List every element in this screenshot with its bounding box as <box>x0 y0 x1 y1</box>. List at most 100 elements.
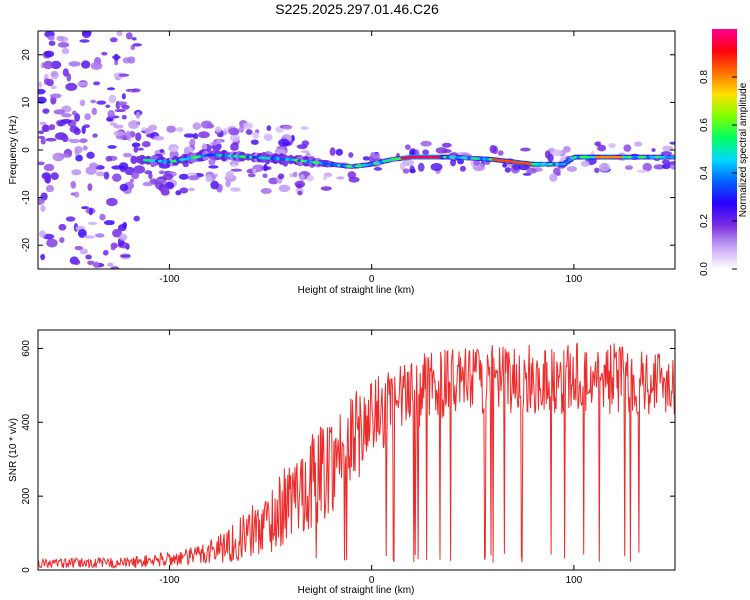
spectrogram-cell <box>129 178 135 183</box>
spectrogram-cell <box>87 260 95 266</box>
snr-y-tick-label: 200 <box>21 487 32 504</box>
spectrogram-cell <box>148 172 153 180</box>
spectrogram-cell <box>86 151 95 159</box>
spectrogram-cell <box>71 169 82 176</box>
spectrogram-cell <box>266 125 272 131</box>
spectrogram-y-tick-label: 10 <box>21 96 32 108</box>
signal-track-core <box>567 158 573 162</box>
spectrogram-cell <box>61 113 72 118</box>
spectrogram-cell <box>95 171 105 177</box>
spectrogram-cell <box>597 144 607 152</box>
spectrogram-cell <box>60 118 72 124</box>
spectrogram-cell <box>290 134 295 142</box>
spectrogram-cell <box>192 133 199 140</box>
spectrogram-cell <box>56 35 65 42</box>
spectrogram-cell <box>125 130 131 140</box>
spectrogram-cell <box>110 266 120 269</box>
spectrogram-cell <box>44 175 51 184</box>
spectrogram-cell <box>105 104 111 108</box>
spectrogram-cell <box>74 146 83 154</box>
spectrogram-cell <box>84 113 91 121</box>
spectrogram-y-tick-label: 20 <box>21 49 32 61</box>
spectrogram-cell <box>59 237 65 244</box>
spectrogram-cell <box>186 172 197 176</box>
spectrogram-cell <box>128 120 140 129</box>
spectrogram-cell <box>88 207 93 216</box>
spectrogram-cell <box>77 81 88 87</box>
spectrogram-cell <box>40 253 46 261</box>
spectrogram-cell <box>114 108 126 113</box>
spectrogram-cell <box>81 206 90 210</box>
spectrogram-cell <box>38 198 45 206</box>
spectrogram-cell <box>549 173 558 182</box>
spectrogram-cell <box>131 88 141 93</box>
spectrogram-cell <box>65 216 76 222</box>
spectrogram-cell <box>38 230 46 238</box>
spectrogram-cell <box>73 127 81 136</box>
spectrogram-cell <box>435 147 448 154</box>
snr-y-tick-label: 0 <box>21 567 32 573</box>
spectrogram-cell <box>47 35 55 41</box>
spectrogram-y-tick-label: 0 <box>21 147 32 153</box>
snr-y-label: SNR (10 * v/v) <box>8 418 19 482</box>
signal-track-core <box>670 155 675 159</box>
spectrogram-cell <box>544 150 551 159</box>
spectrogram-cell <box>662 163 671 170</box>
spectrogram-cell <box>109 37 118 43</box>
spectrogram-cell <box>46 238 58 248</box>
spectrogram-cell <box>45 184 55 193</box>
spectrogram-cell <box>112 55 121 60</box>
spectrogram-cell <box>297 190 303 196</box>
snr-series-line <box>38 342 675 569</box>
spectrogram-cell <box>69 138 81 144</box>
spectrogram-y-tick-label: -20 <box>21 238 32 253</box>
spectrogram-cell <box>96 100 107 105</box>
spectrogram-cells <box>38 31 675 269</box>
spectrogram-cell <box>459 165 466 172</box>
spectrogram-y-label: Frequency (Hz) <box>8 116 19 185</box>
spectrogram-cell <box>504 167 511 173</box>
spectrogram-cell <box>373 167 383 171</box>
spectrogram-cell <box>210 180 219 190</box>
spectrogram-cell <box>278 138 290 147</box>
spectrogram-cell <box>608 143 616 149</box>
spectrogram-cell <box>598 162 611 172</box>
spectrogram-cell <box>296 183 303 189</box>
spectrogram-cell <box>323 172 333 178</box>
spectrogram-cell <box>623 144 632 152</box>
spectrogram-cell <box>669 141 675 145</box>
spectrogram-cell <box>70 180 77 189</box>
spectrogram-cell <box>526 168 537 174</box>
spectrogram-cell <box>109 122 117 126</box>
spectrogram-cell <box>205 174 213 183</box>
spectrogram-cell <box>92 133 98 138</box>
spectrogram-cell <box>102 249 109 256</box>
spectrogram-cell <box>371 153 381 159</box>
spectrogram-cell <box>252 131 259 139</box>
spectrogram-cell <box>70 192 76 196</box>
spectrogram-cell <box>38 81 43 88</box>
spectrogram-cell <box>44 50 55 58</box>
spectrogram-cell <box>153 135 165 141</box>
spectrogram-cell <box>329 147 336 156</box>
spectrogram-cell <box>112 173 122 182</box>
spectrogram-cell <box>245 129 253 135</box>
spectrogram-cell <box>106 87 116 91</box>
snr-frame <box>37 329 676 571</box>
spectrogram-cell <box>116 31 123 37</box>
spectrogram-cell <box>112 228 122 238</box>
spectrogram-cell <box>336 176 345 180</box>
spectrogram-cell <box>417 162 425 172</box>
spectrogram-cell <box>188 187 195 192</box>
spectrogram-cell <box>634 141 643 147</box>
spectrogram-cell <box>460 152 470 157</box>
spectrogram-cell <box>93 261 99 269</box>
figure-title: S225.2025.297.01.46.C26 <box>275 1 439 17</box>
spectrogram-cell <box>50 85 57 90</box>
spectrogram-cell <box>119 233 128 241</box>
spectrogram-cell <box>107 262 114 267</box>
spectrogram-cell <box>624 165 634 170</box>
spectrogram-cell <box>82 145 88 151</box>
